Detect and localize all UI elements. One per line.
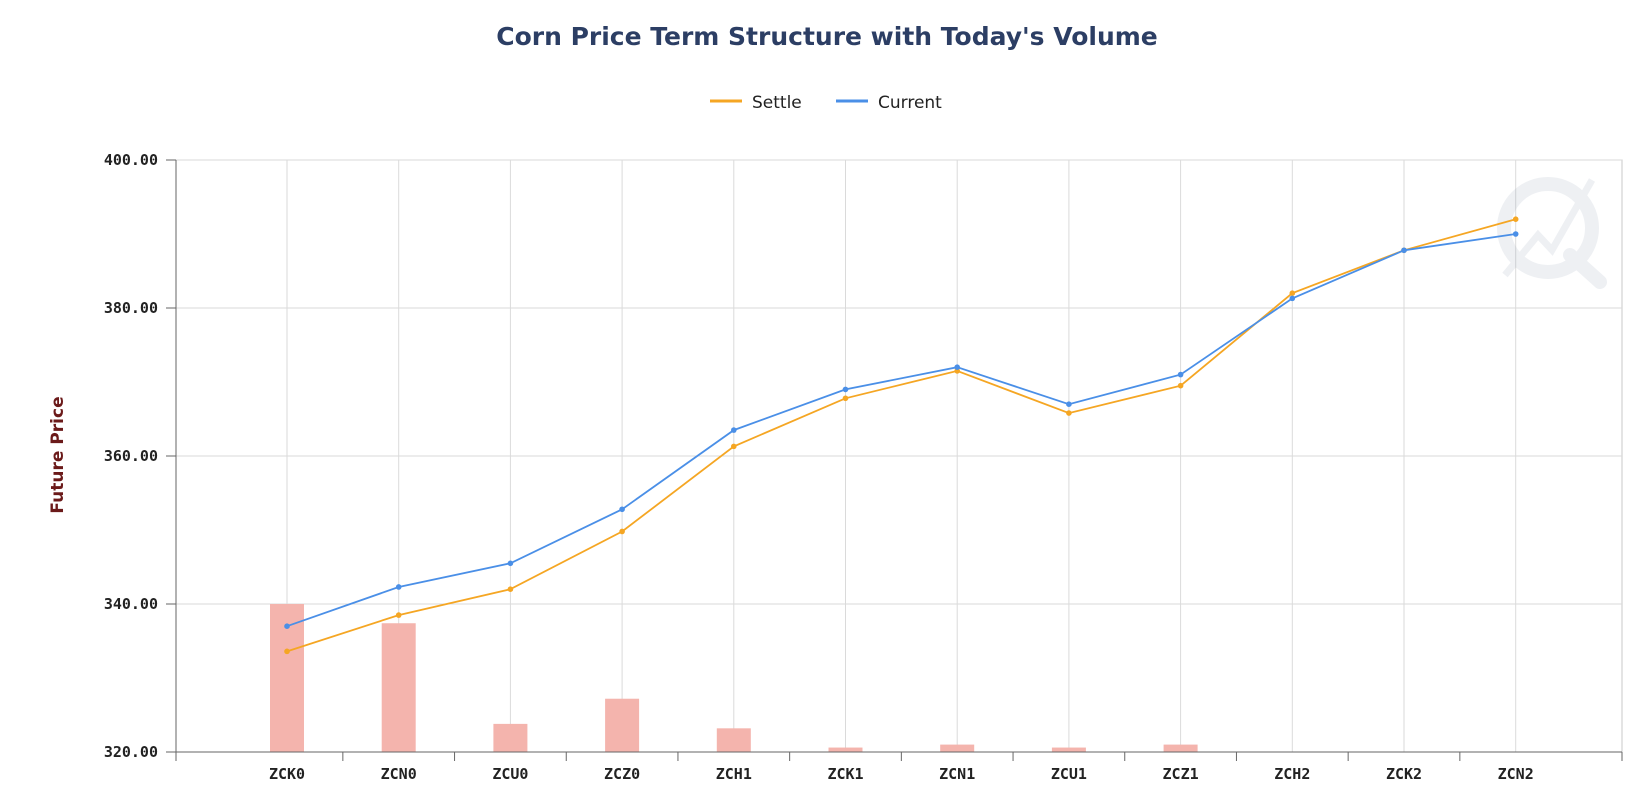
point-current[interactable] — [1401, 247, 1407, 254]
point-settle[interactable] — [619, 528, 625, 535]
point-current[interactable] — [842, 386, 849, 393]
volume-bar[interactable] — [381, 623, 416, 752]
volume-bar[interactable] — [716, 728, 751, 752]
point-current[interactable] — [954, 364, 960, 371]
volume-bar[interactable] — [605, 698, 640, 752]
volume-bar[interactable] — [1163, 744, 1198, 752]
y-axis-title: Future Price — [48, 396, 68, 513]
axes: 320.00 340.00 360.00 380.00 400.00 ZCK0 ZCN0 ZC… — [104, 151, 1623, 783]
watermark-bolt — [1502, 178, 1596, 278]
legend-item-current[interactable]: Current — [836, 93, 942, 113]
x-tick-label: ZCZ1 — [1163, 765, 1199, 783]
point-current[interactable] — [1177, 371, 1184, 378]
point-current[interactable] — [1066, 401, 1072, 408]
point-settle[interactable] — [395, 612, 402, 618]
point-current[interactable] — [619, 506, 625, 513]
point-current[interactable] — [1289, 295, 1296, 302]
volume-bar[interactable] — [828, 747, 863, 752]
y-tick-label: 360.00 — [104, 447, 158, 465]
x-tick-label: ZCK2 — [1386, 765, 1422, 783]
y-tick-label: 380.00 — [104, 299, 158, 317]
watermark-ring — [1497, 177, 1599, 279]
watermark-tail — [1563, 248, 1607, 289]
x-tick-label: ZCN1 — [939, 765, 975, 783]
y-tick-label: 340.00 — [104, 595, 158, 613]
legend: Settle Current — [710, 93, 942, 113]
x-tick-label: ZCK1 — [827, 765, 863, 783]
point-current[interactable] — [1512, 231, 1519, 237]
point-current[interactable] — [507, 560, 514, 567]
series-lines — [284, 216, 1519, 655]
point-settle[interactable] — [1512, 216, 1519, 222]
legend-item-settle[interactable]: Settle — [710, 93, 802, 113]
point-settle[interactable] — [1177, 382, 1184, 389]
volume-bar[interactable] — [940, 744, 975, 752]
x-tick-label: ZCN0 — [381, 765, 417, 783]
series-line-settle[interactable] — [286, 218, 1516, 653]
point-settle[interactable] — [507, 586, 514, 592]
legend-label-settle: Settle — [752, 93, 802, 113]
point-settle[interactable] — [284, 648, 290, 655]
x-tick-label: ZCZ0 — [604, 765, 640, 783]
x-tick-label: ZCK0 — [269, 765, 305, 783]
x-tick-label: ZCN2 — [1498, 765, 1534, 783]
chart-title: Corn Price Term Structure with Today's V… — [496, 22, 1158, 51]
y-tick-label: 400.00 — [104, 151, 158, 169]
series-line-current[interactable] — [286, 233, 1516, 628]
point-settle[interactable] — [842, 395, 849, 402]
watermark-logo — [1497, 177, 1607, 289]
volume-bar[interactable] — [1051, 747, 1086, 752]
point-current[interactable] — [731, 427, 737, 433]
point-settle[interactable] — [1289, 290, 1296, 297]
point-current[interactable] — [284, 623, 290, 629]
x-tick-label: ZCH2 — [1274, 765, 1310, 783]
legend-label-current: Current — [878, 93, 942, 113]
x-tick-label: ZCU1 — [1051, 765, 1087, 783]
x-tick-label: ZCU0 — [492, 765, 528, 783]
point-settle[interactable] — [731, 443, 737, 450]
point-current[interactable] — [395, 584, 402, 590]
volume-bar[interactable] — [493, 723, 528, 752]
x-tick-label: ZCH1 — [716, 765, 752, 783]
y-tick-label: 320.00 — [104, 743, 158, 761]
point-settle[interactable] — [1066, 410, 1072, 416]
